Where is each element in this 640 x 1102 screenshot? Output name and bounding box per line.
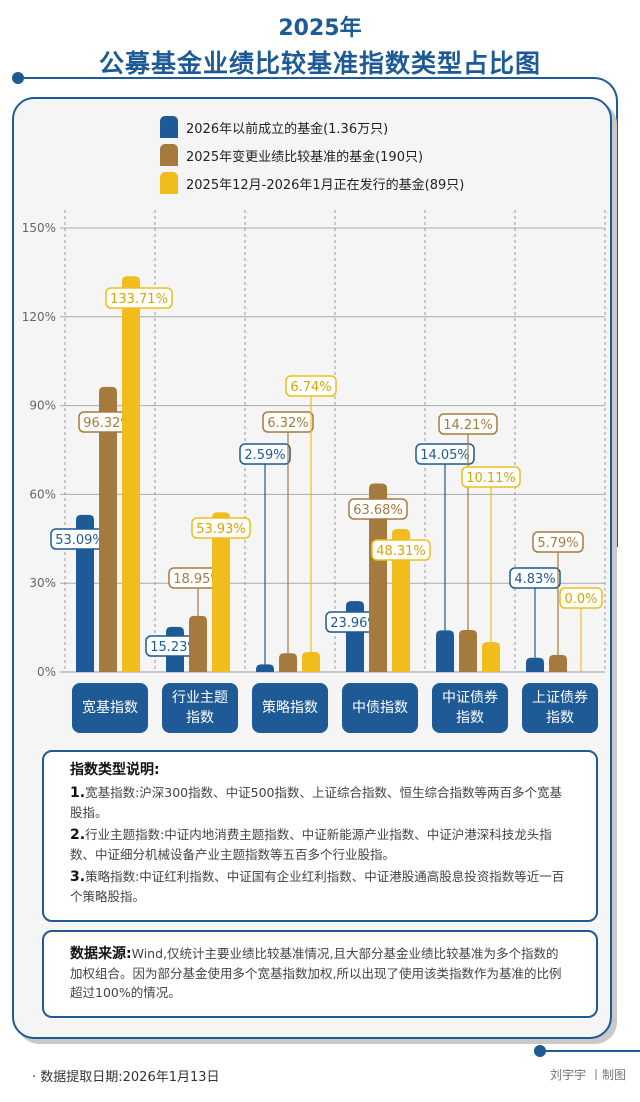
legend-item: 2026年以前成立的基金(1.36万只)	[160, 113, 464, 141]
note-text: 策略指数:中证红利指数、中证国有企业红利指数、中证港股通高股息投资指数等近一百个…	[70, 869, 565, 904]
data-label-box	[532, 531, 584, 553]
bar	[369, 483, 387, 672]
legend-swatch	[160, 172, 178, 194]
data-label: 53.93%	[196, 522, 246, 537]
category-label: 上证债券指数	[522, 683, 598, 733]
note-num: 1.	[70, 785, 86, 801]
legend-label: 2025年12月-2026年1月正在发行的基金(89只)	[186, 177, 465, 193]
legend-swatch	[160, 116, 178, 138]
bar	[76, 514, 94, 672]
bar	[482, 642, 500, 672]
source-text: Wind,仅统计主要业绩比较基准情况,且大部分基金业绩比较基准为多个指数的加权组…	[70, 946, 562, 1000]
data-label: 133.71%	[110, 292, 168, 307]
data-label: 6.74%	[290, 380, 331, 395]
legend-item: 2025年12月-2026年1月正在发行的基金(89只)	[160, 169, 464, 197]
note-text: 宽基指数:沪深300指数、中证500指数、上证综合指数、恒生综合指数等两百多个宽…	[70, 785, 562, 820]
data-label-box	[191, 517, 251, 539]
legend-item: 2025年变更业绩比较基准的基金(190只)	[160, 141, 464, 169]
legend-label: 2026年以前成立的基金(1.36万只)	[186, 121, 389, 137]
note-num: 3.	[70, 869, 86, 885]
page-title: 公募基金业绩比较基准指数类型占比图	[98, 49, 541, 78]
legend-swatch	[160, 144, 178, 166]
bar	[212, 512, 230, 672]
data-label: 0.0%	[564, 592, 597, 607]
data-label: 2.59%	[244, 448, 285, 463]
data-label-box	[559, 587, 603, 609]
frame-line	[18, 77, 618, 547]
y-tick-label: 150%	[22, 221, 56, 235]
note-num: 2.	[70, 827, 86, 843]
source-label: 数据来源:	[70, 946, 132, 962]
extraction-date: · 数据提取日期:2026年1月13日	[32, 1070, 220, 1085]
category-label: 宽基指数	[72, 683, 148, 733]
category-label: 行业主题指数	[162, 683, 238, 733]
y-tick-label: 30%	[29, 576, 56, 590]
bar	[279, 653, 297, 672]
data-label-box	[371, 539, 431, 561]
y-tick-label: 0%	[37, 665, 56, 679]
data-label: 5.79%	[537, 536, 578, 551]
data-label-box	[105, 287, 173, 309]
data-label-box	[509, 567, 561, 589]
category-label: 中证债券指数	[432, 683, 508, 733]
y-tick-label: 90%	[29, 399, 56, 413]
data-label: 10.11%	[466, 471, 516, 486]
bar	[459, 629, 477, 672]
data-label: 4.83%	[514, 572, 555, 587]
bar	[99, 386, 117, 672]
notes-box: 指数类型说明: 1.宽基指数:沪深300指数、中证500指数、上证综合指数、恒生…	[42, 750, 598, 922]
data-label: 18.95%	[173, 572, 223, 587]
category-label: 中债指数	[342, 683, 418, 733]
bar	[549, 654, 567, 672]
y-tick-label: 60%	[29, 487, 56, 501]
data-label: 48.31%	[376, 544, 426, 559]
data-label: 15.23%	[150, 640, 200, 655]
legend-label: 2025年变更业绩比较基准的基金(190只)	[186, 149, 424, 165]
data-label-box	[239, 443, 291, 465]
data-label-box	[415, 443, 475, 465]
bar-chart: 0% 30% 60% 90% 120% 150% 53.09% 96.32% 133.71% 15…	[22, 210, 606, 679]
data-label-box	[348, 498, 408, 520]
footer-line	[540, 1050, 640, 1052]
legend: 2026年以前成立的基金(1.36万只) 2025年变更业绩比较基准的基金(19…	[160, 113, 464, 197]
note-item: 3.策略指数:中证红利指数、中证国有企业红利指数、中证港股通高股息投资指数等近一…	[70, 867, 570, 906]
note-item: 2.行业主题指数:中证内地消费主题指数、中证新能源产业指数、中证沪港深科技龙头指…	[70, 825, 570, 864]
category-label: 策略指数	[252, 683, 328, 733]
bar	[302, 652, 320, 672]
data-label: 14.21%	[443, 418, 493, 433]
credit: 刘宇宇 丨制图	[550, 1068, 626, 1082]
y-tick-label: 120%	[22, 310, 56, 324]
note-text: 行业主题指数:中证内地消费主题指数、中证新能源产业指数、中证沪港深科技龙头指数、…	[70, 827, 552, 862]
data-label: 6.32%	[267, 416, 308, 431]
data-label: 53.09%	[55, 533, 105, 548]
bar	[189, 615, 207, 672]
data-label-box	[285, 375, 337, 397]
note-item: 1.宽基指数:沪深300指数、中证500指数、上证综合指数、恒生综合指数等两百多…	[70, 783, 570, 822]
bar	[392, 529, 410, 672]
bar	[526, 657, 544, 672]
data-label-box	[461, 466, 521, 488]
data-label-box	[262, 411, 314, 433]
data-label: 14.05%	[420, 448, 470, 463]
data-label: 23.96%	[330, 616, 380, 631]
data-label: 96.32%	[83, 416, 133, 431]
bar	[436, 630, 454, 672]
bar	[256, 664, 274, 672]
frame-dot	[12, 72, 24, 84]
bar	[122, 276, 140, 672]
source-box: 数据来源:Wind,仅统计主要业绩比较基准情况,且大部分基金业绩比较基准为多个指…	[42, 930, 598, 1018]
data-label: 63.68%	[353, 503, 403, 518]
data-label-box	[438, 413, 498, 435]
title-year: 2025年	[278, 16, 362, 41]
notes-heading: 指数类型说明:	[70, 762, 160, 778]
